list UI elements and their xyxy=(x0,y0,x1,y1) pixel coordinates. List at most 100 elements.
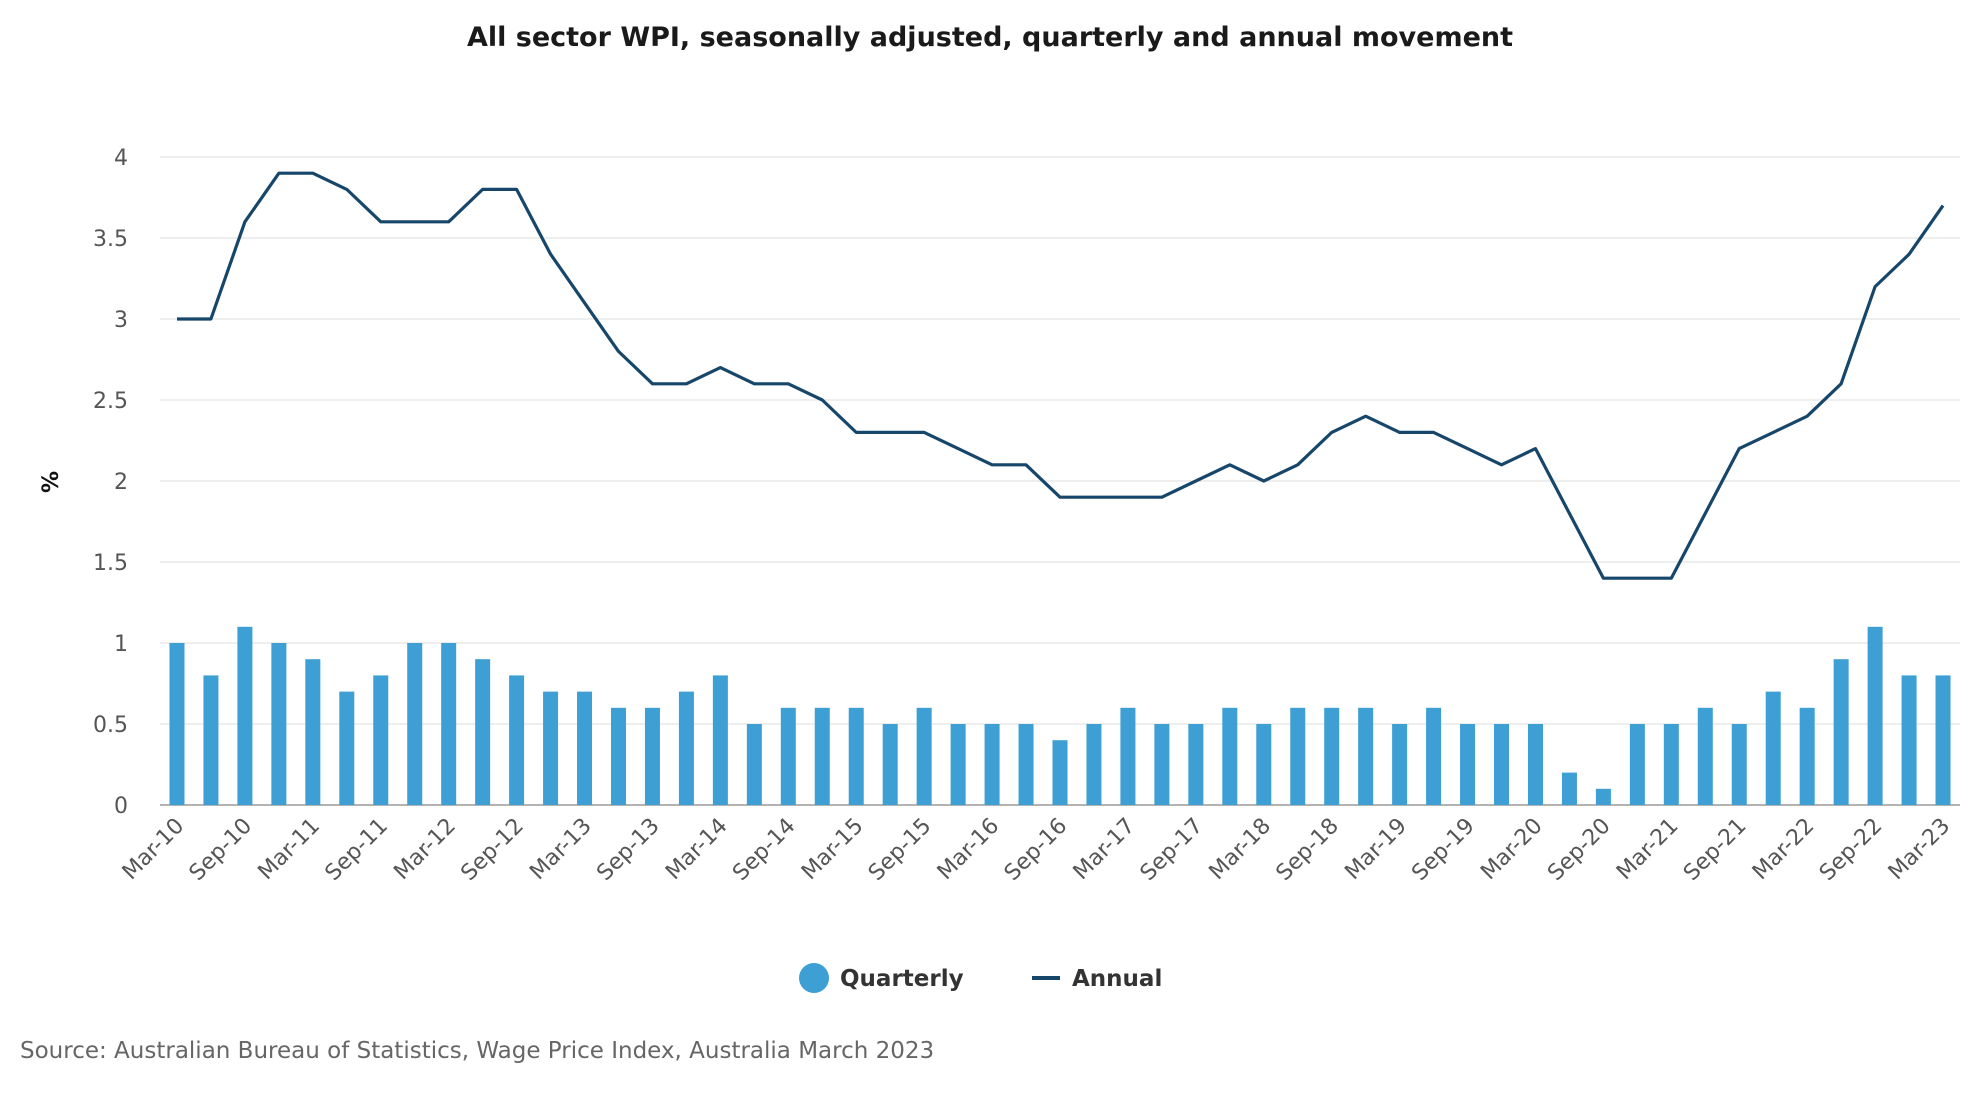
y-tick-label: 4 xyxy=(114,146,128,171)
quarterly-bar xyxy=(1663,724,1679,805)
quarterly-bar xyxy=(1901,675,1917,805)
quarterly-bar xyxy=(1867,626,1883,805)
x-tick-label: Sep-14 xyxy=(728,814,800,886)
quarterly-bar xyxy=(678,691,694,805)
quarterly-bar xyxy=(1460,724,1476,805)
x-tick-label: Sep-22 xyxy=(1815,814,1887,886)
x-tick-label: Mar-11 xyxy=(254,814,325,885)
x-tick-label: Sep-19 xyxy=(1407,814,1479,886)
quarterly-bar xyxy=(916,707,932,805)
x-tick-label: Sep-13 xyxy=(592,814,664,886)
x-tick-label: Mar-16 xyxy=(933,814,1004,885)
quarterly-bar xyxy=(712,675,728,805)
quarterly-bar xyxy=(305,659,321,805)
x-tick-label: Sep-15 xyxy=(864,814,936,886)
quarterly-bar xyxy=(746,724,762,805)
x-tick-label: Mar-20 xyxy=(1476,814,1547,885)
chart-title: All sector WPI, seasonally adjusted, qua… xyxy=(466,22,1514,53)
quarterly-bar xyxy=(1527,724,1543,805)
quarterly-bar xyxy=(1765,691,1781,805)
quarterly-bar xyxy=(543,691,559,805)
quarterly-bar xyxy=(1392,724,1408,805)
x-tick-label: Mar-10 xyxy=(118,814,189,885)
quarterly-bar xyxy=(441,643,457,805)
quarterly-bar xyxy=(1833,659,1849,805)
legend-annual-label: Annual xyxy=(1072,966,1162,992)
quarterly-bar xyxy=(1731,724,1747,805)
quarterly-bar xyxy=(271,643,287,805)
x-tick-label: Sep-12 xyxy=(456,814,528,886)
annual-line xyxy=(177,171,1945,580)
quarterly-bar xyxy=(1358,707,1374,805)
y-tick-label: 3.5 xyxy=(93,227,128,252)
x-tick-label: Mar-15 xyxy=(797,814,868,885)
quarterly-bar xyxy=(1935,675,1951,805)
x-tick-label: Sep-17 xyxy=(1136,814,1208,886)
quarterly-bar xyxy=(1188,724,1204,805)
y-tick-label: 1 xyxy=(114,632,128,657)
y-tick-label: 2.5 xyxy=(93,389,128,414)
quarterly-bar xyxy=(475,659,491,805)
quarterly-bar xyxy=(1426,707,1442,805)
quarterly-bar xyxy=(577,691,593,805)
quarterly-bar xyxy=(848,707,864,805)
quarterly-bar xyxy=(203,675,219,805)
y-tick-label: 1.5 xyxy=(93,551,128,576)
quarterly-bar xyxy=(407,643,423,805)
quarterly-bar xyxy=(339,691,355,805)
quarterly-bar xyxy=(1154,724,1170,805)
y-axis-title: % xyxy=(39,471,64,493)
quarterly-bar xyxy=(950,724,966,805)
x-tick-label: Mar-17 xyxy=(1069,814,1140,885)
quarterly-bar xyxy=(1120,707,1136,805)
x-tick-label: Mar-14 xyxy=(661,814,732,885)
legend-quarterly-swatch xyxy=(799,963,829,993)
quarterly-bar xyxy=(1256,724,1272,805)
quarterly-bar xyxy=(984,724,1000,805)
quarterly-bar xyxy=(1222,707,1238,805)
quarterly-bar xyxy=(1324,707,1340,805)
quarterly-bar xyxy=(1629,724,1645,805)
quarterly-bar xyxy=(237,626,253,805)
y-tick-label: 3 xyxy=(114,308,128,333)
x-tick-label: Mar-18 xyxy=(1205,814,1276,885)
y-tick-label: 0 xyxy=(114,794,128,819)
x-tick-label: Sep-20 xyxy=(1543,814,1615,886)
quarterly-bar xyxy=(1494,724,1510,805)
quarterly-bar xyxy=(1018,724,1034,805)
x-tick-label: Mar-12 xyxy=(389,814,460,885)
gridlines xyxy=(160,156,1960,806)
quarterly-bar xyxy=(1561,772,1577,805)
x-tick-label: Sep-16 xyxy=(1000,814,1072,886)
quarterly-bar xyxy=(814,707,830,805)
annual-line-layer xyxy=(177,171,1945,580)
x-tick-label: Mar-21 xyxy=(1612,814,1683,885)
quarterly-bars xyxy=(169,626,1951,805)
quarterly-bar xyxy=(882,724,898,805)
quarterly-bar xyxy=(1290,707,1306,805)
y-axis-ticks: 0 0.5 1 1.5 2 2.5 3 3.5 4 xyxy=(93,146,128,819)
quarterly-bar xyxy=(373,675,389,805)
quarterly-bar xyxy=(644,707,660,805)
quarterly-bar xyxy=(1799,707,1815,805)
legend-quarterly-label: Quarterly xyxy=(840,966,964,992)
x-tick-label: Mar-23 xyxy=(1884,814,1955,885)
y-tick-label: 2 xyxy=(114,470,128,495)
quarterly-bar xyxy=(1086,724,1102,805)
x-tick-label: Mar-19 xyxy=(1340,814,1411,885)
quarterly-bar xyxy=(1697,707,1713,805)
quarterly-bar xyxy=(509,675,525,805)
quarterly-bar xyxy=(780,707,796,805)
source-note: Source: Australian Bureau of Statistics,… xyxy=(20,1038,935,1064)
x-axis-ticks: Mar-10Sep-10Mar-11Sep-11Mar-12Sep-12Mar-… xyxy=(118,814,1955,886)
x-tick-label: Sep-18 xyxy=(1272,814,1344,886)
x-tick-label: Sep-10 xyxy=(185,814,257,886)
x-tick-label: Sep-11 xyxy=(321,814,393,886)
quarterly-bar xyxy=(1052,740,1068,805)
x-tick-label: Mar-13 xyxy=(525,814,596,885)
legend: Quarterly Annual xyxy=(799,963,1162,993)
quarterly-bar xyxy=(169,643,185,805)
x-tick-label: Sep-21 xyxy=(1679,814,1751,886)
y-tick-label: 0.5 xyxy=(93,713,128,738)
